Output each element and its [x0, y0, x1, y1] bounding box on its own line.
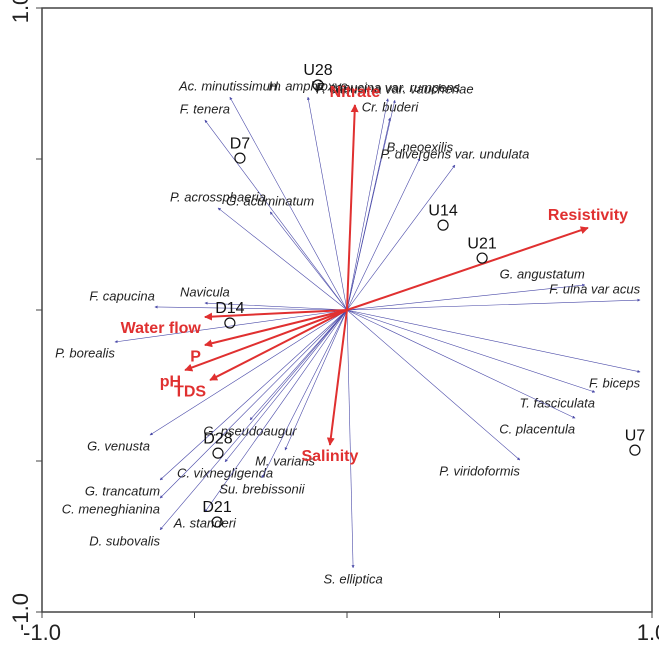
species-arrow [154, 305, 348, 311]
species-arrow [346, 309, 521, 461]
env-arrow [184, 309, 348, 372]
species-arrow [346, 309, 641, 373]
species-arrow [217, 207, 348, 311]
site-label: D21 [202, 499, 231, 516]
species-arrow [346, 309, 355, 569]
site-point [224, 317, 236, 329]
site-point [211, 516, 223, 528]
species-arrow [229, 96, 348, 311]
env-arrow [346, 104, 359, 311]
species-arrow [346, 283, 586, 311]
species-arrow [284, 309, 348, 451]
env-label: Nitrate [330, 84, 381, 101]
species-arrow [346, 157, 421, 311]
species-arrow [346, 117, 391, 311]
species-label: G. trancatum [85, 483, 160, 498]
site-label: D14 [215, 300, 244, 317]
species-label: M. varians [255, 454, 315, 469]
site-point [629, 444, 641, 456]
env-label: Water flow [121, 320, 202, 337]
x-tick-label: -1.0 [23, 620, 61, 645]
env-label: TDS [174, 383, 206, 400]
species-arrow [346, 309, 576, 419]
species-label: D. subovalis [89, 533, 160, 548]
site-point [312, 79, 324, 91]
species-label: F. capucina var. vaucheriae [316, 82, 474, 97]
species-label: F. capucina [89, 288, 155, 303]
species-label: Su. brebissonii [219, 481, 305, 496]
site-label: U21 [467, 235, 496, 252]
species-arrow [204, 309, 348, 513]
species-label: F. ulna var acus [549, 281, 640, 296]
species-arrow [224, 309, 348, 463]
species-label: C. placentula [499, 422, 575, 437]
species-label: F. biceps [589, 375, 641, 390]
species-label: H. amphioxys [269, 79, 348, 94]
site-point [437, 219, 449, 231]
species-arrow [249, 309, 348, 421]
species-label: S. elliptica [323, 571, 382, 586]
site-point [476, 252, 488, 264]
site-label: U14 [428, 202, 457, 219]
species-arrow [346, 164, 456, 311]
species-label: Cr. buderi [362, 99, 420, 114]
env-label: Salinity [301, 448, 358, 465]
species-label: P. acrossphaeria [170, 189, 266, 204]
site-label: D28 [203, 430, 232, 447]
species-arrow [269, 211, 348, 311]
species-label: B. neoexilis [387, 140, 454, 155]
species-label: G. venusta [87, 438, 150, 453]
x-tick-label: 1.0 [637, 620, 659, 645]
species-arrow [159, 309, 348, 481]
species-label: Ac. minutissimum [178, 79, 281, 94]
species-label: F. tenera [180, 101, 230, 116]
species-arrow [346, 298, 641, 311]
env-label: pH [160, 373, 181, 390]
species-arrow [346, 309, 596, 393]
species-label: Navicula [180, 284, 230, 299]
species-arrow [306, 96, 348, 311]
species-label: P. viridoformis [439, 464, 520, 479]
site-point [212, 447, 224, 459]
species-label: F. capucina var. rumpens [316, 80, 461, 95]
env-arrow [346, 226, 589, 311]
species-label: T. fasciculata [520, 396, 595, 411]
species-arrow [261, 309, 348, 479]
species-label: G. acuminatum [226, 193, 314, 208]
env-label: P [190, 348, 201, 365]
species-label: G. pseudoaugur [203, 423, 297, 438]
species-label: C. meneghianina [62, 502, 160, 517]
species-label: A. standeri [173, 515, 237, 530]
env-arrow [204, 309, 348, 321]
env-label: Resistivity [548, 207, 628, 224]
species-label: C. vixnegligenda [177, 465, 273, 480]
y-tick-label: -1.0 [8, 593, 33, 631]
species-label: P. divergens var. undulata [381, 146, 530, 161]
species-label: G. angustatum [500, 266, 585, 281]
site-point [234, 152, 246, 164]
species-arrow [159, 309, 348, 499]
site-label: D7 [230, 135, 251, 152]
species-arrow [114, 309, 348, 344]
env-arrow [326, 309, 348, 446]
species-arrow [204, 301, 348, 311]
species-arrow [159, 309, 348, 531]
env-arrow [204, 309, 348, 348]
env-arrow [209, 309, 348, 381]
y-tick-label: 1.0 [8, 0, 33, 23]
species-arrow [204, 119, 348, 311]
site-label: U7 [625, 427, 646, 444]
species-arrow [346, 98, 389, 311]
site-label: U28 [303, 62, 332, 79]
species-label: P. borealis [55, 345, 115, 360]
species-arrow [149, 309, 348, 436]
